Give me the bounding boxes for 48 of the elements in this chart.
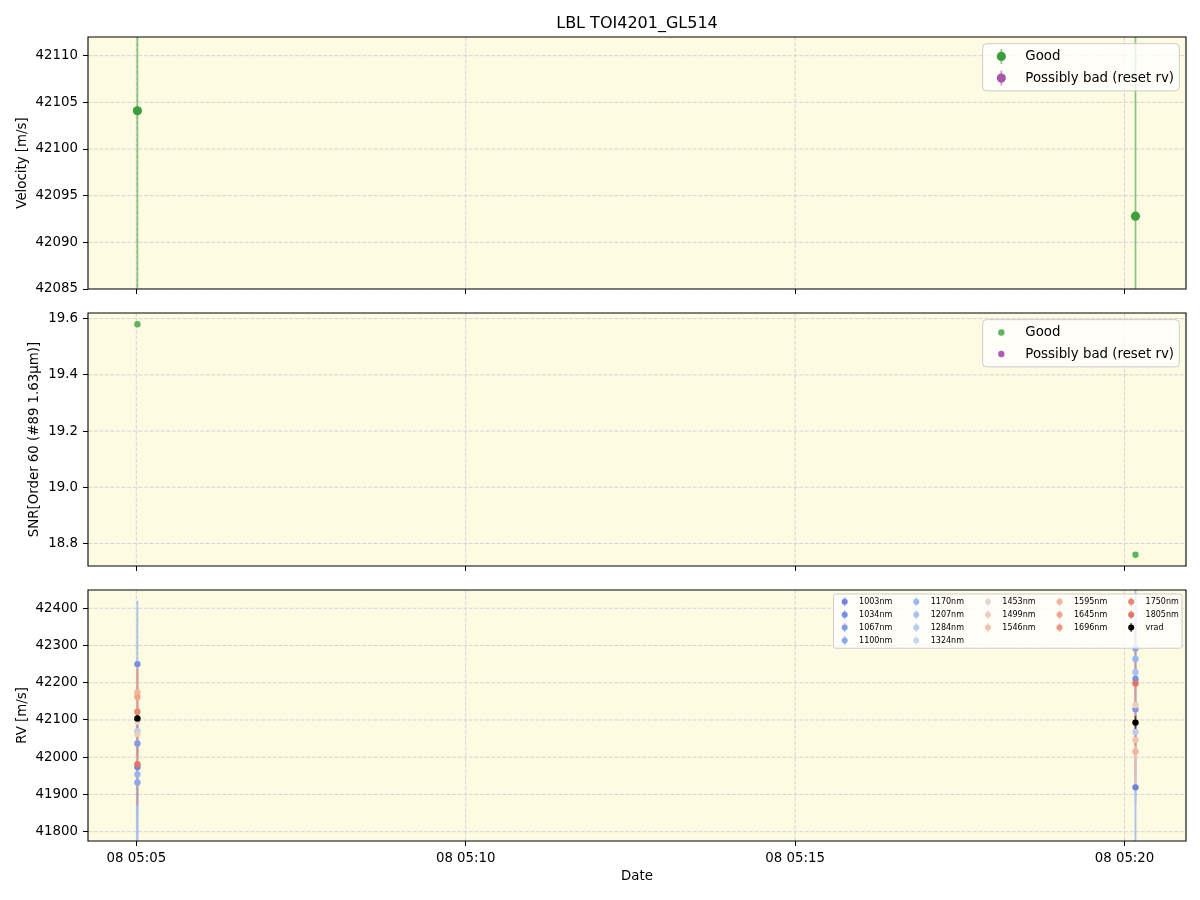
y-tick-label: 42090: [35, 233, 78, 249]
y-tick-label: 42000: [35, 748, 78, 764]
legend-label: vrad: [1145, 622, 1164, 632]
legend-label: 1067nm: [859, 622, 893, 632]
x-tick-label: 08 05:10: [435, 850, 496, 866]
y-tick-label: 42085: [35, 280, 78, 296]
legend-label: Good: [1025, 323, 1061, 339]
legend-label: 1324nm: [930, 635, 965, 645]
x-tick-label: 08 05:20: [1094, 850, 1155, 866]
y-tick-label: 41900: [35, 785, 78, 801]
y-tick-label: 42100: [35, 711, 78, 727]
x-axis-title: Date: [621, 868, 653, 884]
legend-label: 1546nm: [1002, 622, 1036, 632]
legend-label: 1645nm: [1073, 609, 1108, 619]
legend-label: 1453nm: [1002, 596, 1036, 606]
y-tick-label: 42400: [35, 599, 78, 615]
legend-label: 1499nm: [1002, 609, 1036, 619]
y-tick-label: 41800: [35, 823, 78, 839]
legend-label: 1595nm: [1073, 596, 1108, 606]
y-tick-label: 42105: [35, 93, 78, 109]
y-tick-label: 42110: [35, 47, 78, 63]
legend-label: 1207nm: [930, 609, 965, 619]
y-axis-title: RV [m/s]: [13, 687, 29, 744]
legend-label: 1284nm: [930, 622, 965, 632]
x-tick-label: 08 05:05: [106, 850, 167, 866]
legend-label: Good: [1025, 47, 1061, 63]
legend-label: 1696nm: [1073, 622, 1108, 632]
legend-label: Possibly bad (reset rv): [1025, 69, 1175, 85]
chart-title: LBL TOI4201_GL514: [555, 13, 719, 33]
legend-label: 1750nm: [1145, 596, 1180, 606]
y-axis-title: Velocity [m/s]: [13, 117, 29, 209]
y-tick-label: 19.4: [48, 366, 78, 382]
legend-label: 1034nm: [859, 609, 893, 619]
y-axis-title: SNR[Order 60 (#89 1.63μm)]: [26, 341, 42, 538]
y-tick-label: 42095: [35, 187, 78, 203]
legend-label: 1100nm: [859, 635, 893, 645]
legend-label: 1170nm: [930, 596, 965, 606]
y-tick-label: 42300: [35, 636, 78, 652]
x-tick-label: 08 05:15: [765, 850, 825, 866]
y-tick-label: 19.6: [48, 310, 78, 326]
legend-label: Possibly bad (reset rv): [1025, 345, 1175, 361]
legend-label: 1805nm: [1145, 609, 1180, 619]
y-tick-label: 19.0: [48, 478, 78, 494]
y-tick-label: 19.2: [48, 422, 78, 438]
legend-label: 1003nm: [859, 596, 893, 606]
y-tick-label: 18.8: [48, 534, 78, 550]
y-tick-label: 42100: [35, 140, 78, 156]
y-tick-label: 42200: [35, 674, 78, 690]
